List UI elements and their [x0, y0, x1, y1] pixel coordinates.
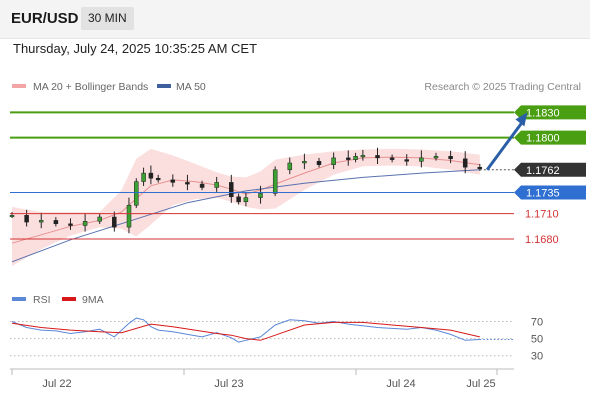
level-label: 1.1735	[514, 185, 586, 200]
candle-body	[389, 157, 395, 160]
candle-body	[346, 157, 351, 160]
candle-body	[185, 182, 190, 185]
ma50-line	[11, 169, 480, 263]
ma20-legend-label: MA 20 + Bollinger Bands	[33, 81, 148, 93]
rsi-ma-legend-label: 9MA	[82, 294, 104, 306]
candle-body	[112, 216, 117, 228]
level-label-text: 1.1735	[526, 188, 560, 200]
top-bar: EUR/USD 30 MIN	[0, 0, 590, 39]
level-label-tag	[514, 105, 586, 120]
ma50-legend-swatch	[157, 84, 171, 88]
levels-layer: 1.1830 1.1800 1.1762 1.1735 1.1710 1.1680	[10, 105, 586, 246]
watermark: Research © 2025 Trading Central	[424, 81, 581, 93]
candle-body	[134, 181, 139, 206]
candle-body	[360, 155, 366, 158]
rsi-legend-label: RSI	[33, 294, 51, 306]
projection-arrowhead	[515, 112, 528, 127]
candle-body	[9, 215, 15, 218]
level-label-text: 1.1710	[525, 209, 559, 221]
candle-body	[214, 182, 219, 188]
candle-body	[243, 197, 249, 203]
x-tick-label: Jul 22	[42, 378, 71, 390]
ma20-legend-swatch	[12, 84, 26, 88]
candle-body	[448, 156, 453, 160]
level-label: 1.1830	[514, 105, 586, 120]
candle-body	[287, 162, 293, 171]
candle-body	[316, 161, 322, 165]
level-label-text: 1.1762	[526, 165, 560, 177]
candle-body	[155, 177, 161, 181]
candle-body	[97, 216, 102, 222]
x-tick-label: Jul 25	[466, 378, 495, 390]
candle-body	[419, 157, 424, 162]
symbol-title: EUR/USD	[11, 10, 79, 27]
candle-body	[53, 220, 59, 225]
x-tick-label: Jul 23	[214, 378, 243, 390]
candle-body	[199, 183, 205, 188]
level-label: 1.1800	[514, 130, 586, 145]
datetime-label: Thursday, July 24, 2025 10:35:25 AM CET	[13, 41, 258, 56]
candle-body	[462, 158, 468, 168]
rsi-tick-label: 30	[531, 351, 543, 363]
rsi-line	[11, 317, 480, 343]
level-label-tag	[514, 162, 586, 177]
candle-body	[82, 221, 88, 226]
price-plot-area	[9, 147, 483, 266]
rsi-tick-label: 50	[531, 334, 543, 346]
candle-body	[375, 155, 380, 159]
candles	[9, 147, 483, 234]
level-label-text: 1.1680	[525, 234, 559, 246]
level-label: 1.1680	[525, 234, 559, 246]
level-label: 1.1710	[525, 209, 559, 221]
candle-body	[141, 172, 146, 182]
candle-body	[353, 156, 358, 160]
projection-arrow	[485, 118, 526, 171]
rsi-tick-label: 70	[531, 317, 543, 329]
rsi-plot-area: 70 50 30	[10, 317, 543, 363]
candle-body	[126, 204, 132, 228]
rsi-ma-legend-swatch	[62, 297, 76, 301]
candle-body	[229, 182, 234, 198]
candle-body	[477, 166, 483, 169]
rsi-ma-line	[11, 321, 480, 341]
level-label-tag	[514, 185, 586, 200]
candle-body	[302, 161, 307, 164]
ma50-legend-label: MA 50	[176, 81, 206, 93]
candle-body	[148, 172, 154, 179]
level-label: 1.1762	[514, 162, 586, 177]
candle-body	[24, 215, 29, 223]
candle-body	[38, 220, 44, 223]
candle-body	[433, 156, 439, 159]
candle-body	[331, 157, 336, 165]
rsi-legend-swatch	[12, 297, 26, 301]
candle-body	[404, 159, 409, 162]
level-label-tag	[514, 130, 586, 145]
level-label-text: 1.1800	[526, 133, 560, 145]
bollinger-bands	[12, 148, 480, 266]
candle-body	[258, 193, 263, 198]
x-tick-label: Jul 24	[386, 378, 415, 390]
candle-body	[68, 223, 73, 226]
timeframe-button[interactable]: 30 MIN	[81, 7, 134, 30]
x-axis-ticks: Jul 22 Jul 23 Jul 24 Jul 25	[11, 369, 498, 390]
candle-body	[236, 196, 241, 203]
candle-body	[272, 169, 278, 194]
candle-body	[170, 179, 176, 183]
level-label-text: 1.1830	[526, 107, 560, 119]
